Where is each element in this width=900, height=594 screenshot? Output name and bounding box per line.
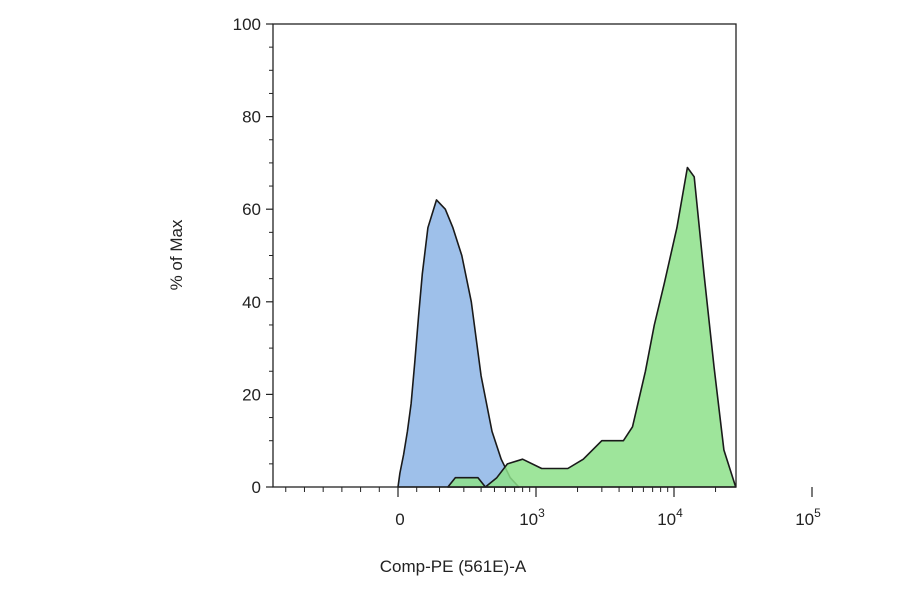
- x-tick-label-105: 105: [795, 506, 821, 529]
- histogram-series-2: [447, 166, 737, 488]
- y-tick-label-60: 60: [242, 200, 261, 219]
- y-tick-label-0: 0: [252, 478, 261, 497]
- x-axis-title: Comp-PE (561E)-A: [380, 557, 527, 576]
- y-tick-label-40: 40: [242, 293, 261, 312]
- y-tick-label-100: 100: [233, 15, 261, 34]
- x-tick-label-104: 104: [657, 506, 683, 529]
- y-tick-label-20: 20: [242, 385, 261, 404]
- x-tick-label-0: 0: [395, 510, 404, 529]
- y-tick-label-80: 80: [242, 108, 261, 127]
- y-axis-title: % of Max: [167, 219, 186, 290]
- x-tick-label-103: 103: [519, 506, 545, 529]
- histogram-series-1: [397, 199, 520, 488]
